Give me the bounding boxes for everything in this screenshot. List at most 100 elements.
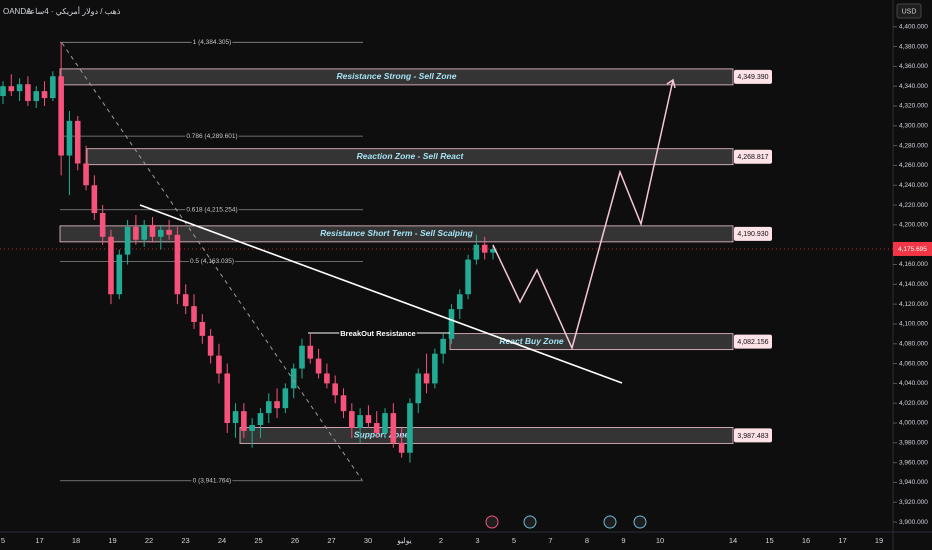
fib-label: 0.618 (4,215.254) — [186, 206, 237, 213]
candle-body — [373, 423, 380, 433]
x-tick-label: 18 — [72, 536, 80, 545]
candle-body — [83, 163, 89, 186]
y-tick-label: 3,940.000 — [899, 479, 928, 486]
candle-body — [307, 345, 314, 359]
x-tick-label: 27 — [327, 536, 335, 545]
zone-price: 4,082.156 — [737, 339, 768, 346]
y-tick-label: 4,260.000 — [899, 162, 928, 169]
candle-body — [58, 76, 64, 156]
event-icon[interactable] — [523, 515, 537, 529]
zone — [239, 427, 734, 444]
x-tick-label: 19 — [108, 536, 116, 545]
currency-box[interactable] — [896, 3, 922, 19]
candle-body — [8, 86, 15, 92]
x-tick-label: 22 — [145, 536, 153, 545]
candle-body — [0, 86, 6, 97]
candle-body — [465, 259, 471, 295]
zone-label: Resistance Strong - Sell Zone — [337, 71, 457, 81]
zone — [449, 333, 734, 351]
fib-label: 0.786 (4,289.601) — [186, 133, 237, 140]
candle-body — [191, 306, 197, 322]
x-tick-label: 5 — [512, 536, 516, 545]
y-tick-label: 3,900.000 — [899, 519, 928, 526]
fib-label: 0 (3,941.764) — [193, 477, 232, 484]
y-tick-label: 4,120.000 — [899, 301, 928, 308]
candle-body — [315, 358, 322, 374]
x-tick-label: 3 — [475, 536, 479, 545]
zone-price: 4,349.390 — [737, 74, 768, 81]
x-tick-label: 19 — [875, 536, 883, 545]
x-tick-label: 17 — [35, 536, 43, 545]
candle-body — [25, 84, 31, 102]
symbol: ذهب / دولار أمريكي · 4ساعة — [26, 5, 121, 16]
candle-body — [282, 388, 289, 409]
candle-body — [91, 185, 98, 213]
candle-body — [340, 395, 347, 412]
candle-body — [448, 309, 455, 339]
x-tick-label: 9 — [621, 536, 625, 545]
candle-body — [157, 229, 164, 237]
y-tick-label: 4,220.000 — [899, 202, 928, 209]
x-tick-label: 15 — [765, 536, 773, 545]
candle-body — [357, 415, 363, 428]
last-price-label: 4,175.695 — [898, 246, 927, 253]
zone-price-box — [734, 334, 772, 349]
fib-trend-line — [61, 42, 363, 481]
candle-body — [390, 413, 397, 443]
candle-body — [324, 373, 330, 384]
candle-body — [174, 234, 181, 295]
candle-body — [398, 442, 405, 453]
zone-label: Resistance Short Term - Sell Scalping — [320, 228, 474, 238]
candle-body — [133, 226, 139, 240]
x-tick-label: 26 — [291, 536, 299, 545]
y-tick-label: 4,400.000 — [899, 23, 928, 30]
candle-body — [108, 236, 114, 295]
candle-body — [50, 76, 56, 99]
x-tick-label: 23 — [181, 536, 189, 545]
candle-body — [365, 415, 372, 424]
candle-body — [224, 373, 231, 424]
x-tick-label: 14 — [729, 536, 737, 545]
candle-body — [349, 411, 355, 428]
x-tick-label: يوليو — [396, 536, 411, 545]
x-tick-label: 2 — [439, 536, 443, 545]
candle-body — [232, 411, 239, 424]
y-tick-label: 4,080.000 — [899, 340, 928, 347]
candle-body — [440, 338, 446, 354]
candle-body — [382, 413, 388, 433]
event-icon[interactable] — [633, 515, 647, 529]
zone-price: 4,190.930 — [737, 231, 768, 238]
zone-label: React Buy Zone — [499, 336, 564, 346]
y-tick-label: 4,360.000 — [899, 63, 928, 70]
candle-body — [249, 425, 255, 431]
candle-body — [299, 345, 305, 369]
candle-body — [207, 335, 214, 356]
candle-body — [241, 411, 247, 431]
x-tick-label: 30 — [364, 536, 372, 545]
y-tick-label: 4,020.000 — [899, 400, 928, 407]
currency: USD — [902, 8, 917, 15]
candle-body — [141, 224, 147, 240]
candle-body — [149, 224, 156, 237]
candle-body — [216, 355, 222, 374]
zone-label: Reaction Zone - Sell React — [357, 151, 465, 161]
zone-price-box — [734, 226, 772, 241]
candle-body — [66, 120, 73, 156]
y-tick-label: 4,340.000 — [899, 83, 928, 90]
candle-body — [415, 373, 422, 404]
broker: OANDA — [3, 7, 32, 16]
x-tick-label: 10 — [656, 536, 664, 545]
event-icon[interactable] — [603, 515, 617, 529]
y-tick-label: 4,280.000 — [899, 142, 928, 149]
y-tick-label: 4,380.000 — [899, 43, 928, 50]
candle-body — [33, 91, 40, 102]
y-tick-label: 4,320.000 — [899, 103, 928, 110]
y-tick-label: 3,980.000 — [899, 440, 928, 447]
candle-body — [99, 212, 106, 237]
candle-body — [407, 403, 413, 453]
candle-body — [473, 244, 480, 260]
event-icon[interactable] — [485, 515, 499, 529]
y-tick-label: 4,140.000 — [899, 281, 928, 288]
candle-body — [274, 401, 280, 409]
zone-price-box — [734, 149, 772, 164]
